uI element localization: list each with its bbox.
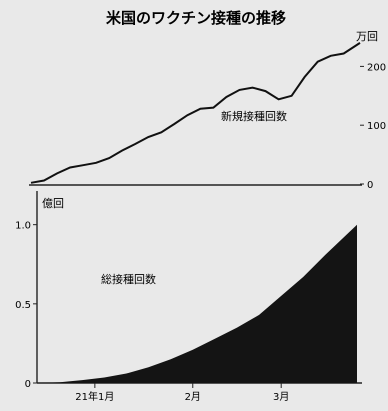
top-chart: 万回 新規接種回数 0 100 200	[29, 30, 386, 191]
bottom-chart: 億回 総接種回数 0 0.5 1.0 21年1月 2月 3月	[15, 191, 362, 403]
top-y-tick-label: 200	[367, 62, 386, 73]
bottom-y-tick-label: 1.0	[15, 221, 31, 232]
top-y-tick-label: 0	[367, 180, 373, 191]
bottom-y-ticks: 0 0.5 1.0	[15, 221, 37, 390]
bottom-unit-label: 億回	[42, 197, 64, 210]
bottom-x-ticks: 21年1月 2月 3月	[75, 383, 289, 403]
top-series-label: 新規接種回数	[221, 109, 287, 123]
bottom-series-area	[38, 224, 357, 383]
top-y-tick-label: 100	[367, 121, 386, 132]
top-y-ticks: 0 100 200	[360, 62, 386, 191]
bottom-series-label: 総接種回数	[101, 272, 156, 286]
top-unit-label: 万回	[356, 30, 378, 43]
bottom-x-tick-label: 3月	[273, 391, 289, 403]
bottom-x-tick-label: 2月	[185, 391, 201, 403]
top-series-line	[30, 42, 361, 184]
bottom-y-tick-label: 0.5	[15, 300, 31, 311]
bottom-x-tick-label: 21年1月	[75, 390, 114, 403]
bottom-y-tick-label: 0	[25, 379, 31, 390]
chart-title: 米国のワクチン接種の推移	[106, 9, 286, 27]
